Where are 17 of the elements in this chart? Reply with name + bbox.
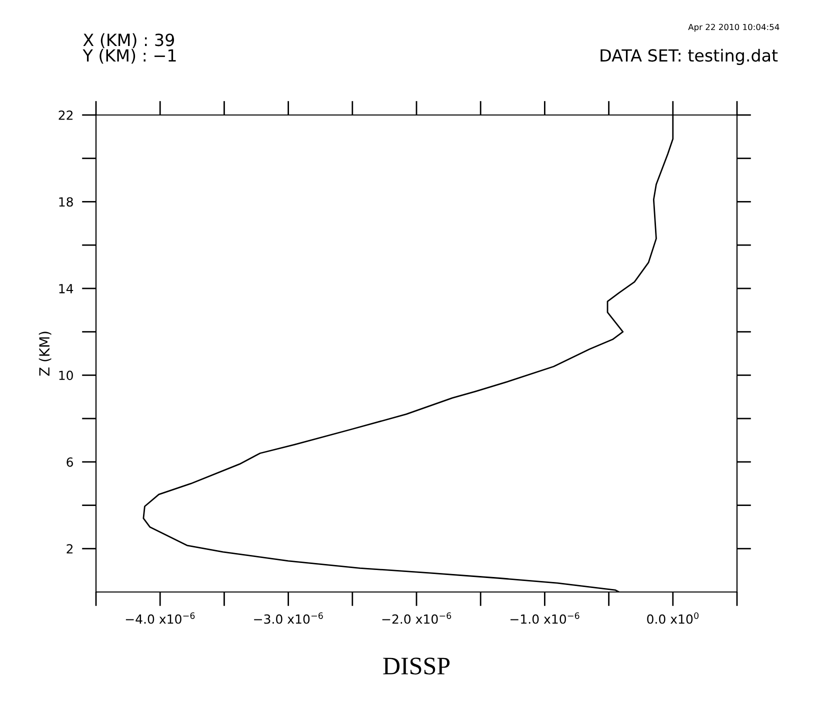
y-tick-label: 18	[59, 197, 73, 207]
text: X (KM) : 39	[83, 33, 174, 48]
x-tick-label: −2.0 x10$^{−6}$	[382, 612, 452, 624]
y-axis-title: Z (KM)	[38, 332, 52, 376]
y-tick-label: 14	[59, 284, 74, 294]
y-tick-label: 2	[66, 544, 73, 554]
y-tick-label: 22	[58, 110, 73, 120]
x-tick-label: −1.0 x10$^{−6}$	[510, 612, 580, 624]
text: Y (KM) : −1	[82, 48, 176, 64]
x-tick-label: −3.0 x10$^{−6}$	[254, 612, 323, 624]
y-tick-label: 6	[66, 457, 73, 467]
x-tick-label: −4.0 x10$^{−6}$	[126, 612, 195, 624]
text: Apr 22 2010 10:04:54	[688, 24, 780, 32]
x-tick-label: 0.0 x10$^{0}$	[647, 612, 699, 624]
y-tick-label: 10	[59, 370, 73, 380]
text: DATA SET: testing.dat	[600, 48, 778, 65]
x-axis-title: DISSP	[383, 658, 450, 674]
